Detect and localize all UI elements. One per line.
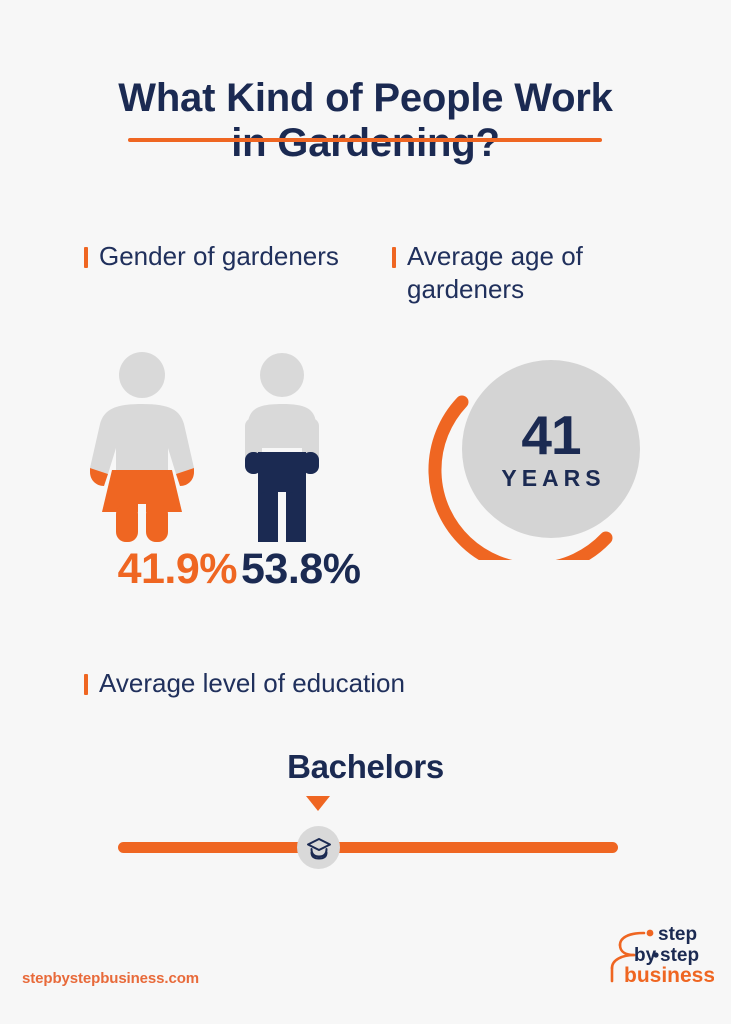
education-pointer-icon [306,796,330,811]
logo-text-by: by [634,945,657,966]
section-label-gender: Gender of gardeners [84,240,344,273]
title-underline [128,138,602,142]
female-percentage: 41.9% [117,545,238,593]
female-figure-icon [90,352,194,544]
logo-text-step1: step [658,924,697,945]
title-line-2: in Gardening? [231,120,500,165]
orange-bar-icon [392,247,396,268]
section-label-age-text: Average age of gardeners [407,241,583,305]
education-track-left[interactable] [118,842,303,853]
section-label-gender-text: Gender of gardeners [99,241,339,271]
age-unit-label: YEARS [501,465,606,491]
page-title: What Kind of People Work in Gardening? [0,76,731,166]
education-track-right[interactable] [334,842,618,853]
logo-text-step2: step [660,945,699,966]
age-value: 41 [521,404,581,466]
section-label-age: Average age of gardeners [392,240,682,307]
orange-bar-icon [84,247,88,268]
title-line-1: What Kind of People Work [118,76,613,120]
education-slider-knob[interactable] [297,826,340,869]
age-widget: 41 YEARS [425,360,640,560]
age-progress-arc [428,395,613,560]
gender-percentages: 41.9% 53.8% [74,545,404,597]
logo-text-business: business [624,964,714,987]
gender-figures-svg [90,352,319,544]
gender-figures [86,352,366,544]
brand-logo[interactable]: step by step business [598,921,715,987]
section-label-education: Average level of education [84,667,624,700]
male-percentage: 53.8% [241,545,361,593]
site-url[interactable]: stepbystepbusiness.com [22,970,200,987]
male-figure-icon [245,353,319,542]
section-label-education-text: Average level of education [99,668,405,698]
brand-logo-svg: step by step business [610,924,715,987]
orange-bar-icon [84,674,88,695]
graduation-cap-icon [306,837,331,860]
age-circle: 41 YEARS [462,360,640,538]
education-value: Bachelors [287,748,444,785]
